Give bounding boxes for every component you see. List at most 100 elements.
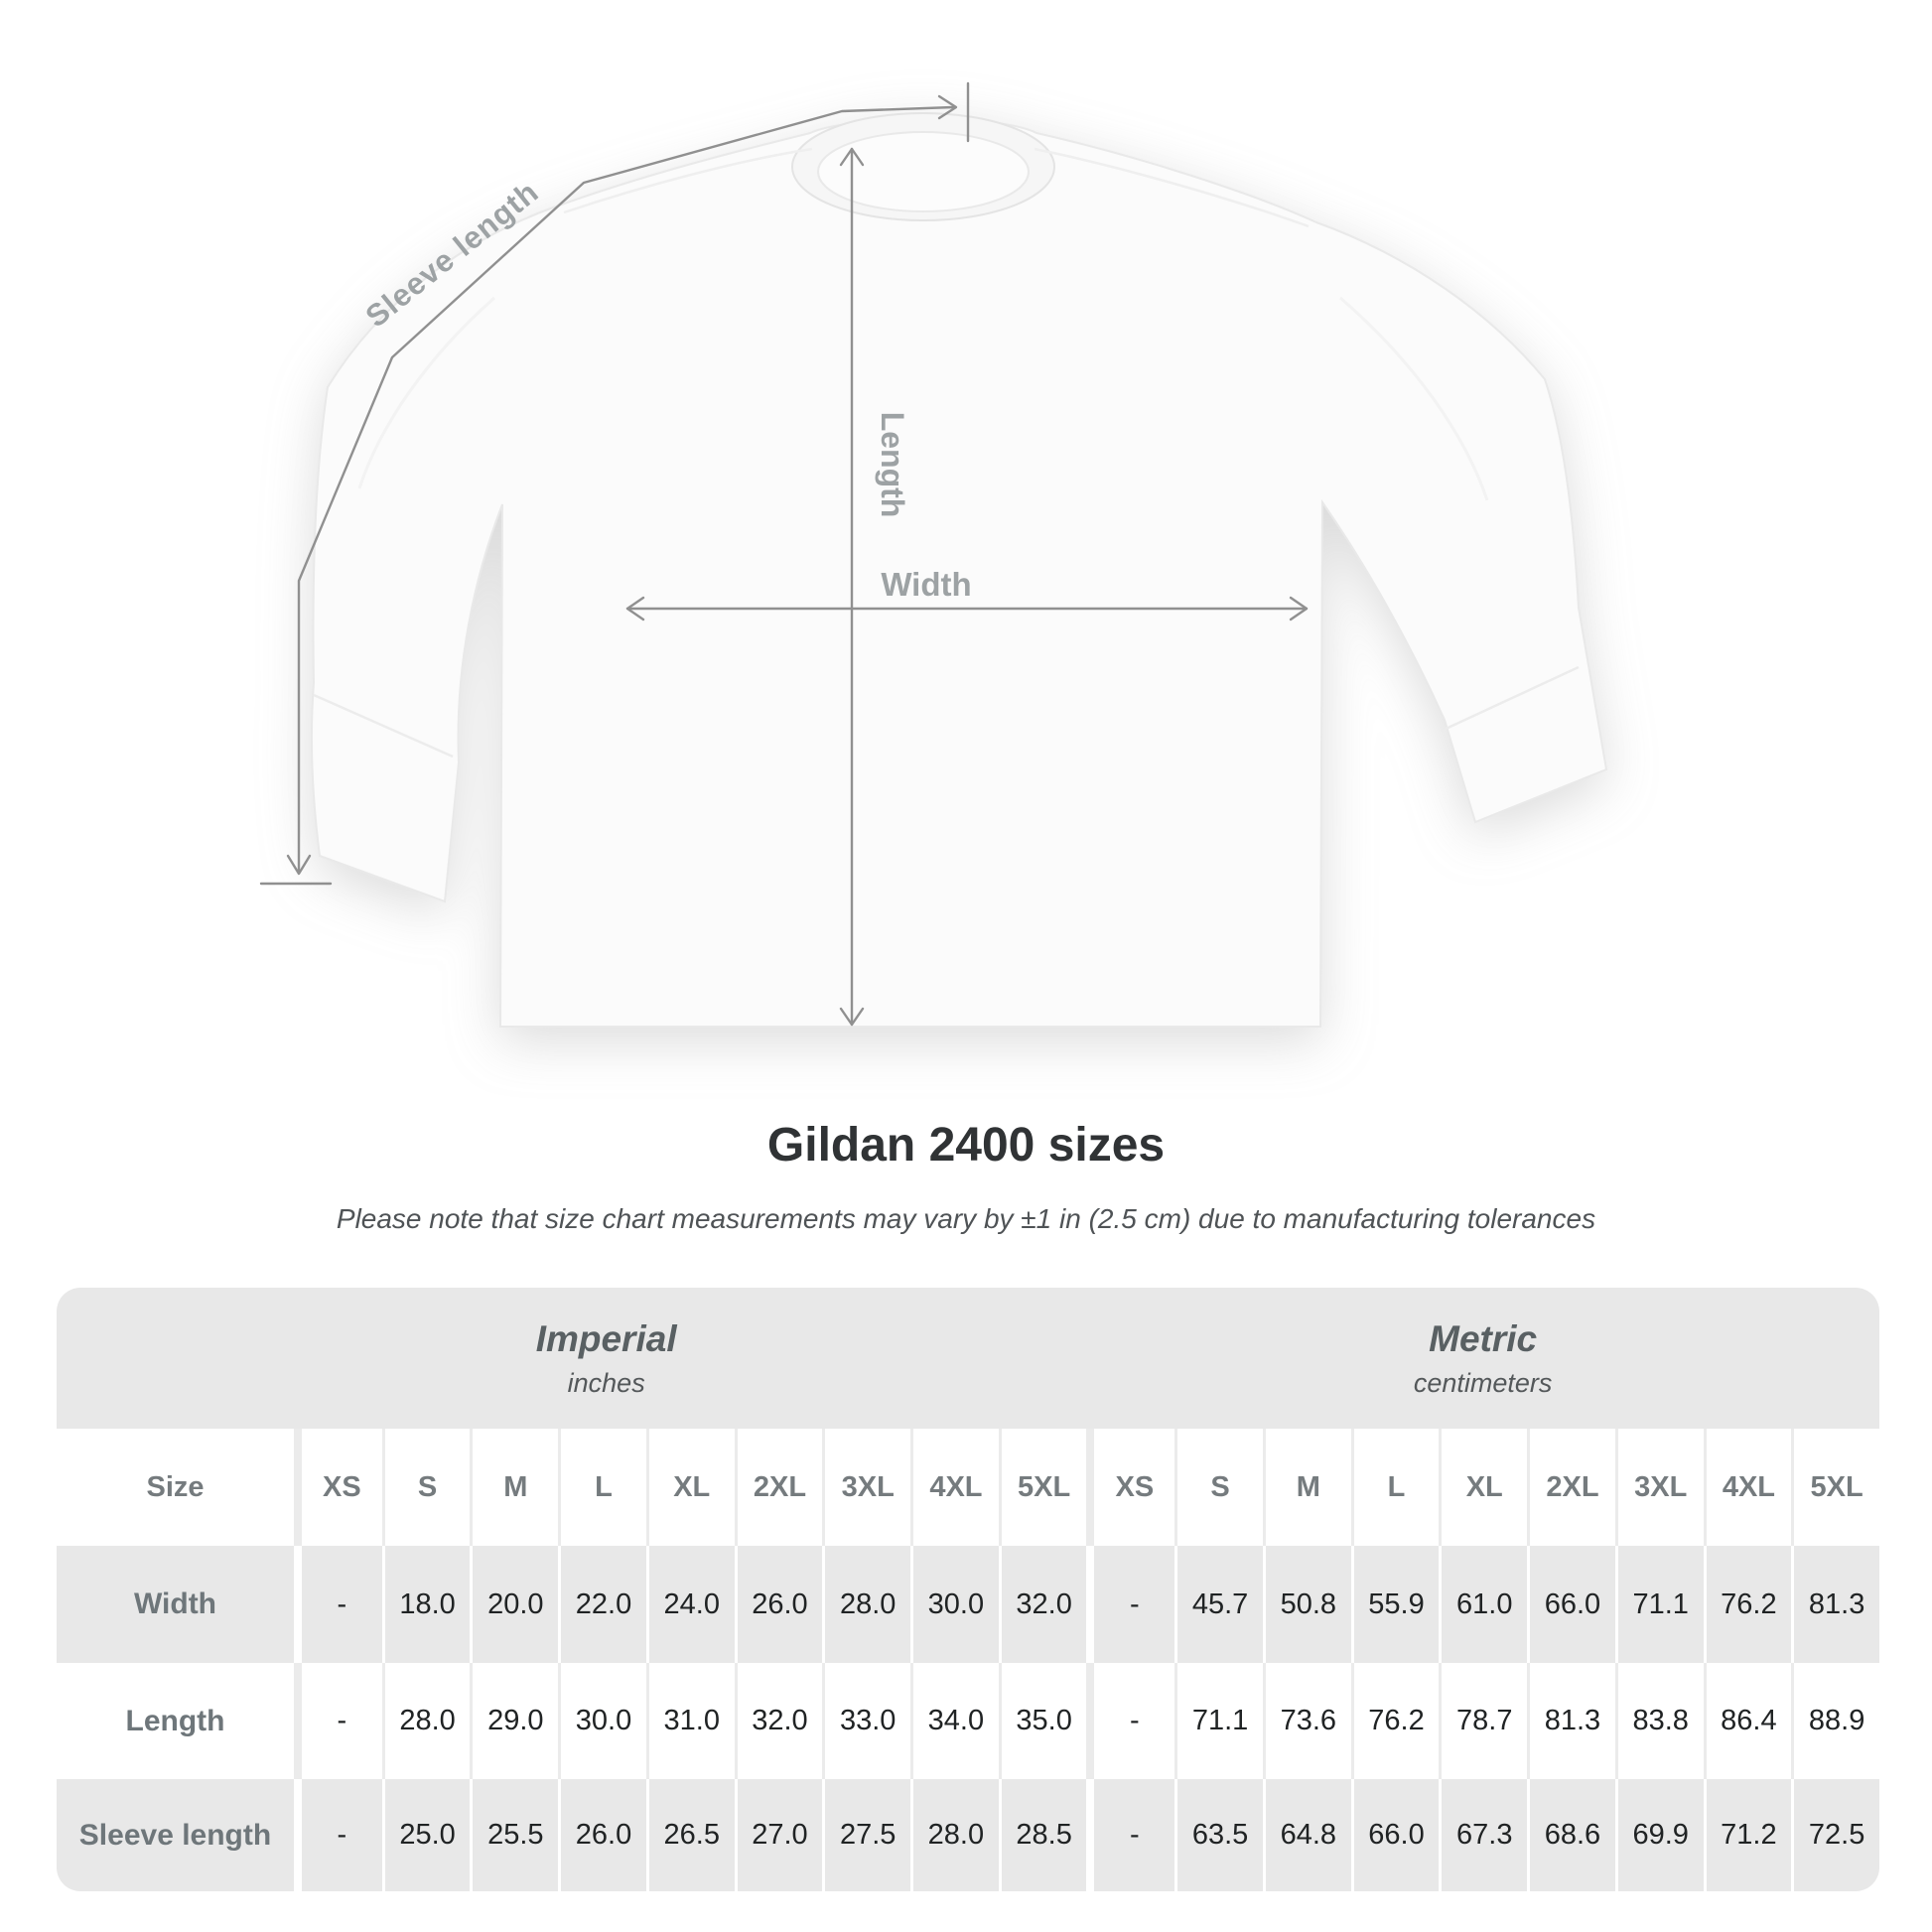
value-cell: 26.5 [645,1779,735,1891]
shoulder-seam-left [563,147,813,214]
value-cell: 30.0 [558,1663,646,1779]
size-header-cell: 2XL [1527,1429,1615,1546]
value-cell: 32.0 [998,1546,1087,1663]
value-cell: 64.8 [1262,1779,1351,1891]
size-header-cell: L [558,1429,646,1546]
unit-group-band: Imperial inches Metric centimeters [57,1288,1879,1429]
value-cell: 26.0 [558,1779,646,1891]
page-subtitle: Please note that size chart measurements… [336,1203,1596,1234]
shirt-diagram: Sleeve length Length Width [259,81,1608,1028]
value-cell: 25.5 [470,1779,558,1891]
size-header-cell: XS [294,1429,382,1546]
sleeve-fold-left [357,296,495,489]
size-header-cell: M [1262,1429,1351,1546]
value-cell: 24.0 [645,1546,735,1663]
value-cell: 81.3 [1791,1546,1879,1663]
value-cell: 63.5 [1174,1779,1263,1891]
value-cell: - [294,1546,382,1663]
value-cell: 66.0 [1350,1779,1440,1891]
value-cell: 86.4 [1703,1663,1792,1779]
value-cell: 78.7 [1439,1663,1527,1779]
size-table: Imperial inches Metric centimeters Size … [57,1288,1879,1891]
value-cell: 72.5 [1791,1779,1879,1891]
value-cell: 68.6 [1527,1779,1615,1891]
value-cell: - [294,1779,382,1891]
value-cell: 76.2 [1703,1546,1792,1663]
size-header-cell: 4XL [910,1429,999,1546]
table-row-length: Length - 28.0 29.0 30.0 31.0 32.0 33.0 3… [57,1663,1879,1779]
size-header-cell: 5XL [1791,1429,1879,1546]
size-header-cell: XS [1086,1429,1174,1546]
size-header-cell: XL [1439,1429,1527,1546]
value-cell: 28.0 [910,1779,999,1891]
size-header-cell: S [1174,1429,1263,1546]
value-cell: 69.9 [1614,1779,1704,1891]
row-label: Sleeve length [78,1818,272,1852]
metric-group-unit: centimeters [1413,1367,1553,1398]
value-cell: 45.7 [1174,1546,1263,1663]
value-cell: 81.3 [1527,1663,1615,1779]
sleeve-fold-right [1339,296,1489,501]
value-cell: 30.0 [910,1546,999,1663]
value-cell: 67.3 [1439,1779,1527,1891]
size-header-row: Size XS S M L XL 2XL 3XL 4XL 5XL XS S M … [57,1429,1879,1546]
length-measure: Length [839,147,910,1027]
value-cell: - [1086,1546,1174,1663]
value-cell: 71.1 [1174,1663,1263,1779]
value-cell: 29.0 [470,1663,558,1779]
width-arrow-left [625,596,645,621]
cuff-seam-right [1441,665,1580,733]
size-header-cell: S [381,1429,471,1546]
table-row-sleeve-length: Sleeve length - 25.0 25.5 26.0 26.5 27.0… [57,1779,1879,1891]
value-cell: 28.0 [822,1546,910,1663]
value-cell: 32.0 [734,1663,823,1779]
length-label: Length [875,412,910,518]
value-cell: 50.8 [1262,1546,1351,1663]
width-measure: Width [625,566,1309,621]
value-cell: - [294,1663,382,1779]
value-cell: - [1086,1663,1174,1779]
row-label: Width [133,1587,217,1620]
shirt-illustration [311,112,1608,1028]
value-cell: 73.6 [1262,1663,1351,1779]
size-column-header: Size [146,1470,205,1503]
value-cell: 27.0 [734,1779,823,1891]
size-header-cell: 3XL [822,1429,910,1546]
length-arrow-up [839,147,865,167]
value-cell: 55.9 [1350,1546,1440,1663]
imperial-group-unit: inches [567,1367,645,1398]
value-cell: 34.0 [910,1663,999,1779]
size-header-cell: 5XL [998,1429,1087,1546]
value-cell: 28.5 [998,1779,1087,1891]
value-cell: - [1086,1779,1174,1891]
row-label: Length [125,1704,225,1737]
imperial-group-header: Imperial inches [57,1288,1086,1429]
size-header-cell: 2XL [734,1429,823,1546]
value-cell: 26.0 [734,1546,823,1663]
value-cell: 18.0 [381,1546,471,1663]
shoulder-seam-right [1034,147,1310,228]
value-cell: 27.5 [822,1779,910,1891]
value-cell: 83.8 [1614,1663,1704,1779]
imperial-group-name: Imperial [535,1317,677,1359]
value-cell: 35.0 [998,1663,1087,1779]
value-cell: 22.0 [558,1546,646,1663]
metric-group-header: Metric centimeters [1086,1288,1879,1429]
sleeve-length-line [297,105,955,874]
value-cell: 28.0 [381,1663,471,1779]
metric-group-name: Metric [1429,1317,1538,1359]
length-arrow-down [839,1007,865,1027]
value-cell: 71.1 [1614,1546,1704,1663]
size-header-cell: XL [645,1429,735,1546]
cuff-seam-left [313,693,454,759]
width-label: Width [881,566,971,603]
value-cell: 33.0 [822,1663,910,1779]
value-cell: 25.0 [381,1779,471,1891]
width-arrow-right [1289,596,1309,621]
value-cell: 66.0 [1527,1546,1615,1663]
size-header-cell: L [1350,1429,1440,1546]
size-header-cell: 3XL [1614,1429,1704,1546]
sleeve-length-arrow-down [286,854,312,876]
value-cell: 61.0 [1439,1546,1527,1663]
